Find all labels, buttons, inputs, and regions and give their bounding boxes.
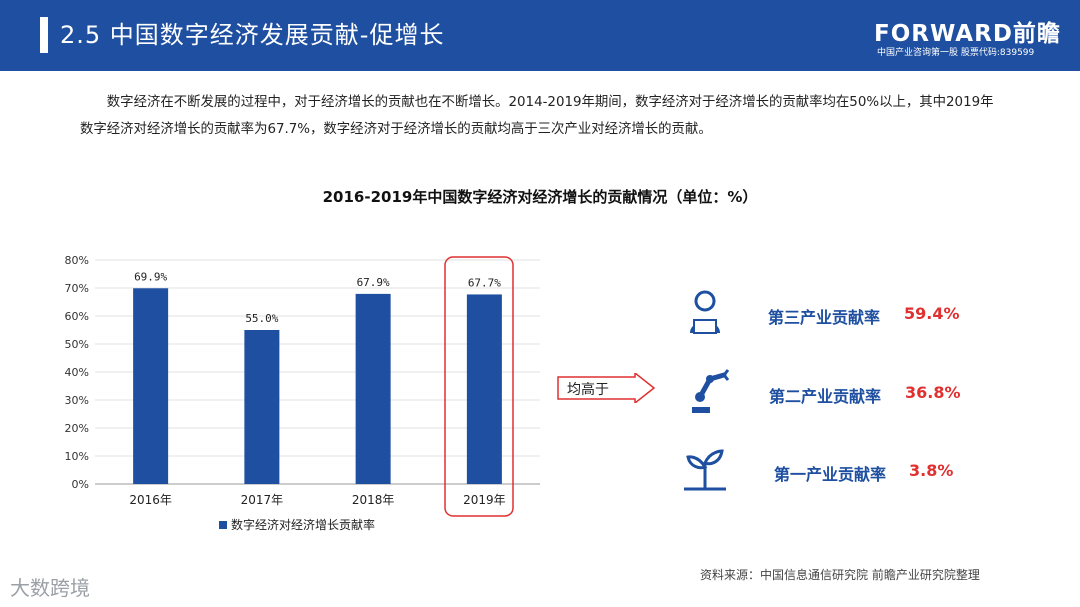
logo-name: FORWARD前瞻 [874, 21, 1061, 47]
bar [466, 294, 502, 484]
x-tick-label: 2017年 [241, 493, 284, 507]
bar [355, 293, 391, 484]
y-tick-label: 20% [65, 422, 89, 435]
source-note: 资料来源：中国信息通信研究院 前瞻产业研究院整理 [700, 568, 980, 582]
plant-sprout-icon [684, 449, 726, 491]
y-tick-label: 50% [65, 338, 89, 351]
arrow-shape [557, 373, 656, 403]
data-label: 67.9% [357, 276, 390, 289]
watermark: 大数跨境 [10, 576, 90, 600]
highlight-box [444, 256, 514, 517]
bar [244, 330, 280, 484]
y-tick-label: 70% [65, 282, 89, 295]
secondary-value: 36.8% [905, 383, 961, 402]
page-title: 2.5 中国数字经济发展贡献-促增长 [60, 21, 445, 49]
x-tick-label: 2016年 [129, 493, 172, 507]
data-label: 55.0% [245, 312, 278, 325]
data-label: 67.7% [468, 276, 501, 289]
y-tick-label: 60% [65, 310, 89, 323]
y-tick-label: 0% [72, 478, 89, 491]
higher-than-arrow: 均高于 [557, 373, 657, 403]
primary-value: 3.8% [909, 461, 954, 480]
arrow-label: 均高于 [567, 382, 609, 398]
tertiary-value: 59.4% [904, 304, 960, 323]
y-tick-label: 40% [65, 366, 89, 379]
secondary-industry-item: 第二产业贡献率 36.8% [680, 367, 980, 417]
y-tick-label: 30% [65, 394, 89, 407]
brand-logo: FORWARD前瞻 中国产业咨询第一股 股票代码:839599 [860, 14, 1060, 60]
data-label: 69.9% [134, 270, 167, 283]
worker-laptop-icon [690, 290, 720, 334]
intro-paragraph: 数字经济在不断发展的过程中，对于经济增长的贡献也在不断增长。2014-2019年… [80, 95, 994, 137]
tertiary-label: 第三产业贡献率 [768, 308, 881, 327]
x-tick-label: 2019年 [463, 493, 506, 507]
robot-arm-icon [692, 369, 730, 413]
primary-label: 第一产业贡献率 [774, 465, 887, 484]
legend-swatch [219, 521, 227, 529]
logo-tagline: 中国产业咨询第一股 股票代码:839599 [877, 48, 1035, 58]
secondary-label: 第二产业贡献率 [769, 387, 882, 406]
chart-title: 2016-2019年中国数字经济对经济增长的贡献情况（单位：%） [322, 188, 758, 206]
header-bar: 2.5 中国数字经济发展贡献-促增长 [0, 0, 1080, 71]
header-accent [40, 17, 48, 53]
legend-label: 数字经济对经济增长贡献率 [231, 517, 375, 532]
tertiary-industry-item: 第三产业贡献率 59.4% [680, 288, 980, 338]
bar [133, 288, 169, 484]
x-tick-label: 2018年 [352, 493, 395, 507]
y-tick-label: 10% [65, 450, 89, 463]
primary-industry-item: 第一产业贡献率 3.8% [680, 445, 980, 495]
y-tick-label: 80% [65, 254, 89, 267]
